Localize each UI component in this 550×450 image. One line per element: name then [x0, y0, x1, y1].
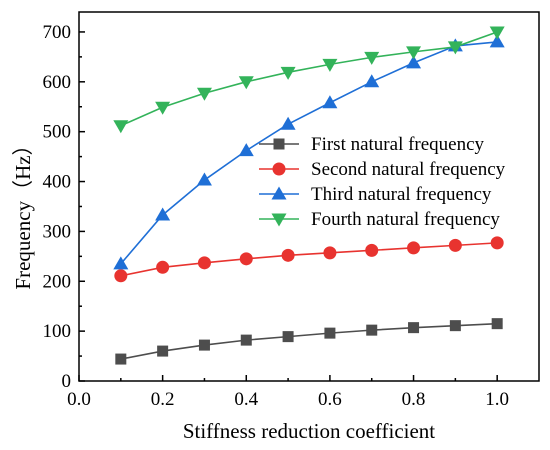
legend-entry: Fourth natural frequency: [259, 209, 500, 230]
data-point: [114, 269, 128, 283]
legend-entry: First natural frequency: [259, 134, 485, 155]
data-point: [196, 87, 212, 101]
series-line: [120, 322, 498, 360]
x-tick-label: 0.8: [402, 389, 426, 410]
legend: First natural frequency Second natural fr…: [259, 134, 506, 230]
legend-marker: [272, 162, 286, 176]
data-point: [282, 331, 294, 343]
axes: 0.0 0.2 0.4 0.6 0.8 1.0 0 100 200 300 400 500 600 700: [43, 11, 540, 410]
y-axis-title: Frequency（Hz）: [11, 134, 35, 289]
y-tick-label: 300: [43, 221, 72, 242]
data-point: [197, 256, 211, 270]
x-tick-label: 0.2: [151, 389, 175, 410]
data-point: [322, 95, 338, 109]
series-line: [120, 41, 498, 265]
data-point: [196, 172, 212, 186]
series-layer: [113, 26, 505, 365]
data-point: [408, 322, 420, 334]
legend-label: First natural frequency: [311, 134, 485, 155]
x-tick-label: 0.4: [234, 389, 258, 410]
legend-entry: Second natural frequency: [259, 159, 506, 180]
series-2: [114, 236, 504, 283]
data-point: [364, 74, 380, 88]
data-point: [365, 243, 379, 257]
data-point: [115, 353, 127, 365]
data-point: [489, 34, 505, 48]
data-point: [240, 334, 252, 346]
data-point: [489, 26, 505, 40]
series-line: [120, 31, 498, 127]
legend-label: Third natural frequency: [311, 184, 492, 205]
y-tick-label: 600: [43, 72, 72, 93]
data-point: [155, 101, 171, 115]
series-4: [113, 26, 505, 134]
legend-marker: [273, 138, 285, 150]
series-3: [113, 34, 505, 270]
x-tick-label: 0.0: [67, 389, 91, 410]
y-tick-label: 700: [43, 22, 72, 43]
data-point: [156, 260, 170, 274]
series-line: [120, 242, 498, 277]
data-point: [155, 207, 171, 221]
y-tick-label: 400: [43, 172, 72, 193]
x-tick-label: 1.0: [485, 389, 509, 410]
series-1: [115, 318, 503, 365]
legend-label: Fourth natural frequency: [311, 209, 500, 230]
data-point: [406, 46, 422, 60]
y-tick-label: 0: [62, 371, 72, 392]
legend-marker: [271, 213, 287, 227]
data-point: [406, 55, 422, 69]
plot-frame: [78, 11, 540, 382]
data-point: [113, 256, 129, 270]
data-point: [323, 246, 337, 260]
data-point: [281, 248, 295, 262]
y-tick-label: 200: [43, 271, 72, 292]
data-point: [324, 327, 336, 339]
data-point: [198, 339, 210, 351]
data-point: [449, 320, 461, 332]
data-point: [407, 241, 421, 255]
data-point: [113, 120, 129, 134]
data-point: [322, 58, 338, 72]
data-point: [447, 41, 463, 55]
data-point: [157, 345, 169, 357]
data-point: [448, 238, 462, 252]
data-point: [239, 252, 253, 266]
legend-marker: [271, 186, 287, 200]
data-point: [238, 76, 254, 90]
legend-entry: Third natural frequency: [259, 184, 492, 205]
x-tick-label: 0.6: [318, 389, 342, 410]
y-tick-label: 500: [43, 122, 72, 143]
data-point: [490, 236, 504, 250]
y-tick-label: 100: [43, 321, 72, 342]
data-point: [491, 318, 503, 330]
data-point: [366, 324, 378, 336]
legend-label: Second natural frequency: [311, 159, 506, 180]
data-point: [280, 116, 296, 130]
data-point: [364, 51, 380, 65]
data-point: [238, 143, 254, 157]
data-point: [280, 66, 296, 80]
x-axis-title: Stiffness reduction coefficient: [183, 419, 435, 443]
